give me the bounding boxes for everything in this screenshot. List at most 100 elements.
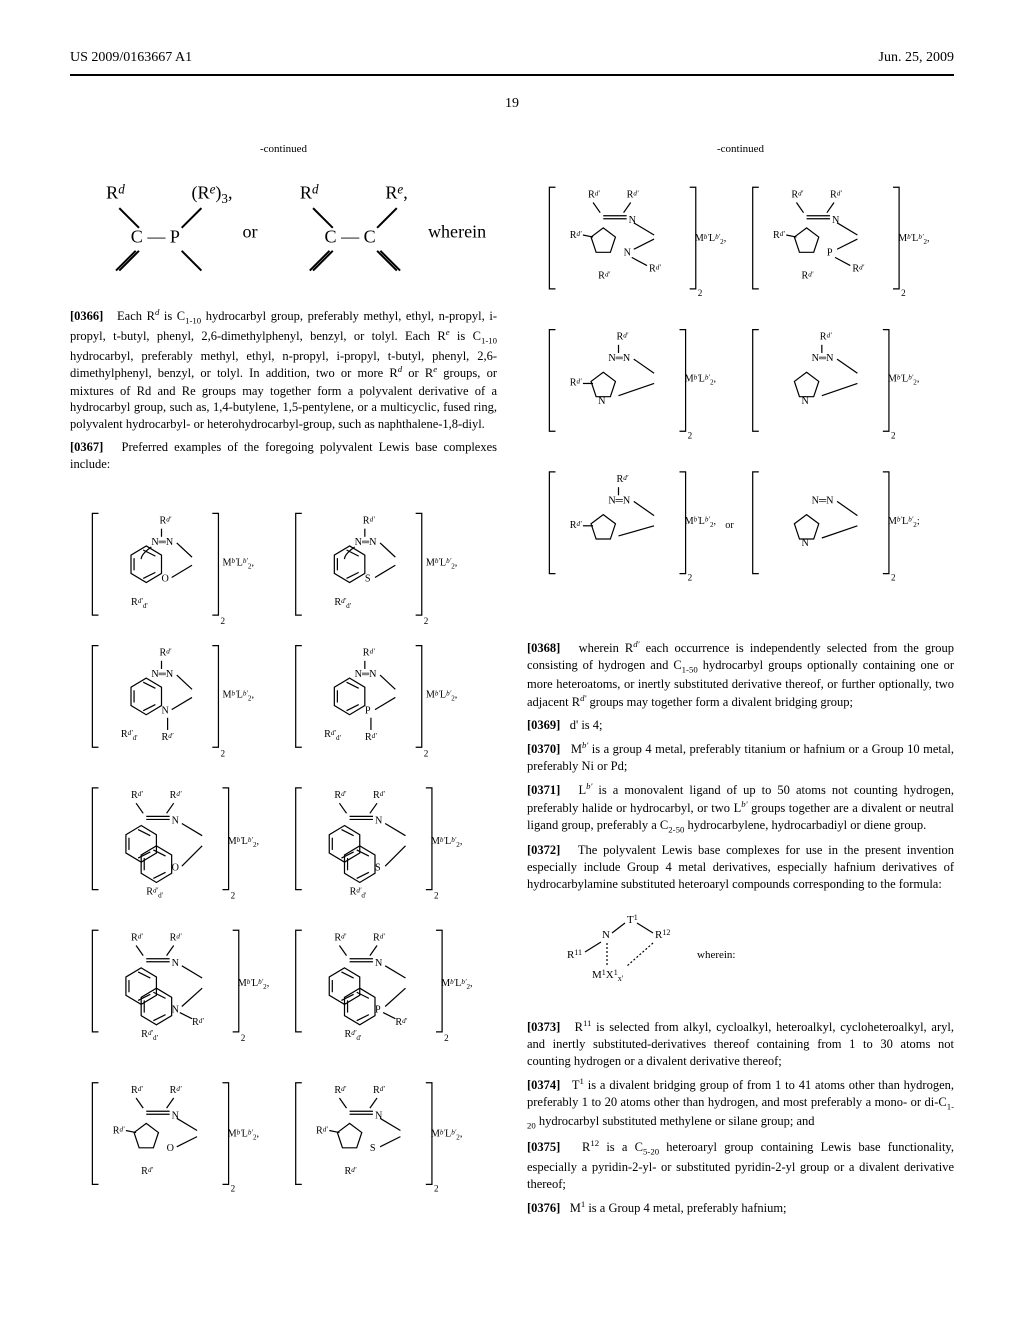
svg-text:N: N — [801, 538, 809, 549]
para-num: [0374] — [527, 1078, 560, 1092]
header-rule — [70, 74, 954, 76]
svg-text:T1: T1 — [627, 913, 638, 926]
svg-text:Rd': Rd' — [616, 474, 628, 485]
svg-text:(Re)3,: (Re)3, — [192, 181, 233, 206]
svg-text:C — C: C — C — [325, 226, 376, 246]
para-0373: [0373] R11 is selected from alkyl, cyclo… — [527, 1018, 954, 1070]
svg-text:Rd': Rd' — [131, 1085, 143, 1096]
svg-text:Rd': Rd' — [131, 932, 143, 943]
svg-text:Rd': Rd' — [616, 332, 628, 343]
para-num: [0368] — [527, 641, 560, 655]
page: US 2009/0163667 A1 Jun. 25, 2009 19 -con… — [0, 0, 1024, 1320]
top-structure-svg: Rd (Re)3, C — P or Rd Re, — [70, 172, 497, 287]
svg-text:wherein: wherein — [428, 222, 486, 242]
svg-text:2: 2 — [688, 430, 693, 440]
right-structures-svg: Rd' Rd' N Rd' N Rd' — [527, 172, 954, 619]
patent-number: US 2009/0163667 A1 — [70, 50, 192, 66]
svg-text:Rd': Rd' — [570, 230, 582, 241]
para-0375: [0375] R12 is a C5-20 heteroaryl group c… — [527, 1138, 954, 1192]
para-num: [0375] — [527, 1141, 560, 1155]
svg-text:P: P — [827, 247, 833, 258]
left-column: -continued Rd (Re)3, C — P — [70, 142, 497, 1280]
svg-text:Rd': Rd' — [773, 230, 785, 241]
para-num: [0367] — [70, 440, 103, 454]
svg-text:Mb'Lb'2,: Mb'Lb'2, — [888, 373, 920, 386]
svg-text:Rd'd': Rd'd' — [131, 597, 148, 610]
svg-text:P: P — [365, 706, 371, 717]
svg-text:Mb'Lb'2,: Mb'Lb'2, — [228, 836, 260, 849]
svg-text:Rd': Rd' — [820, 332, 832, 343]
svg-text:Mb'Lb'2,: Mb'Lb'2, — [431, 1128, 463, 1141]
para-0376: [0376] M1 is a Group 4 metal, preferably… — [527, 1199, 954, 1217]
svg-text:R12: R12 — [655, 928, 670, 941]
svg-text:2: 2 — [891, 573, 896, 583]
para-0366: [0366] Each Rd is C1-10 hydrocarbyl grou… — [70, 307, 497, 433]
left-structures-grid: Rd' N═N O Mb'Lb'2, Rd'd' 2 — [70, 483, 497, 1271]
svg-text:2: 2 — [220, 616, 225, 626]
svg-text:Mb'Lb'2,: Mb'Lb'2, — [426, 557, 458, 570]
column-container: -continued Rd (Re)3, C — P — [70, 142, 954, 1280]
svg-text:Mb'Lb'2,: Mb'Lb'2, — [685, 373, 717, 386]
svg-text:2: 2 — [220, 748, 225, 758]
svg-text:2: 2 — [424, 748, 429, 758]
svg-text:Rd': Rd' — [830, 189, 842, 200]
svg-text:Rd': Rd' — [344, 1166, 356, 1177]
svg-text:Mb'Lb'2,: Mb'Lb'2, — [898, 233, 930, 246]
svg-text:N: N — [375, 958, 383, 969]
svg-text:N═N: N═N — [151, 669, 174, 680]
svg-text:Rd': Rd' — [131, 790, 143, 801]
svg-text:wherein:: wherein: — [697, 949, 735, 961]
svg-text:Rd': Rd' — [570, 377, 582, 388]
svg-text:Mb'Lb'2,: Mb'Lb'2, — [685, 516, 717, 529]
svg-text:Mb'Lb'2,: Mb'Lb'2, — [431, 836, 463, 849]
svg-text:or: or — [725, 520, 734, 531]
svg-text:Rd': Rd' — [588, 189, 600, 200]
para-text: d' is 4; — [570, 718, 603, 732]
page-number: 19 — [70, 96, 954, 112]
svg-text:Rd': Rd' — [598, 271, 610, 282]
para-num: [0376] — [527, 1201, 560, 1215]
svg-text:Rd': Rd' — [159, 515, 171, 526]
svg-text:N: N — [801, 396, 809, 407]
svg-text:Mb'Lb'2,: Mb'Lb'2, — [223, 689, 255, 702]
para-text: Preferred examples of the foregoing poly… — [70, 440, 497, 471]
svg-text:N═N: N═N — [355, 537, 378, 548]
svg-text:Rd': Rd' — [570, 520, 582, 531]
svg-text:Rd': Rd' — [395, 1017, 407, 1028]
svg-text:Rd': Rd' — [852, 263, 864, 274]
svg-text:P: P — [375, 1004, 381, 1015]
svg-text:N═N: N═N — [355, 669, 378, 680]
svg-text:2: 2 — [901, 288, 906, 298]
svg-text:N: N — [602, 929, 610, 941]
svg-text:Rd: Rd — [300, 181, 319, 202]
svg-text:2: 2 — [424, 616, 429, 626]
svg-text:Rd': Rd' — [334, 932, 346, 943]
svg-text:N: N — [598, 396, 606, 407]
svg-text:Rd': Rd' — [365, 732, 377, 743]
svg-text:2: 2 — [444, 1033, 449, 1043]
svg-text:Rd: Rd — [106, 181, 125, 202]
svg-text:R11: R11 — [567, 948, 582, 961]
svg-text:O: O — [172, 862, 179, 873]
svg-text:N: N — [624, 247, 632, 258]
svg-text:N: N — [172, 1004, 180, 1015]
svg-text:Rd'd': Rd'd' — [334, 597, 351, 610]
svg-text:Rd'd': Rd'd' — [324, 729, 341, 742]
svg-text:Rd'd': Rd'd' — [121, 729, 138, 742]
page-header: US 2009/0163667 A1 Jun. 25, 2009 — [70, 50, 954, 66]
patent-date: Jun. 25, 2009 — [879, 50, 954, 66]
svg-text:Mb'Lb'2,: Mb'Lb'2, — [441, 978, 473, 991]
svg-text:2: 2 — [231, 891, 236, 901]
svg-text:Rd'd': Rd'd' — [350, 887, 367, 900]
left-structures-svg: Rd' N═N O Mb'Lb'2, Rd'd' 2 — [70, 488, 497, 1261]
para-num: [0366] — [70, 309, 103, 323]
svg-text:Rd': Rd' — [373, 790, 385, 801]
svg-text:Rd': Rd' — [141, 1166, 153, 1177]
svg-text:Rd': Rd' — [363, 648, 375, 659]
para-0372: [0372] The polyvalent Lewis base complex… — [527, 842, 954, 893]
svg-text:N═N: N═N — [812, 495, 835, 506]
svg-text:N═N: N═N — [608, 353, 631, 364]
para-num: [0372] — [527, 843, 560, 857]
svg-text:2: 2 — [434, 1183, 439, 1193]
svg-text:N: N — [172, 958, 180, 969]
